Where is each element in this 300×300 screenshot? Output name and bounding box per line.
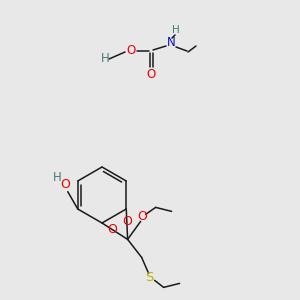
Text: H: H <box>100 52 109 64</box>
Text: O: O <box>138 210 148 223</box>
Text: O: O <box>107 223 117 236</box>
Text: O: O <box>146 68 156 82</box>
Text: O: O <box>122 215 132 228</box>
Text: S: S <box>146 271 154 284</box>
Text: H: H <box>172 25 180 35</box>
Text: O: O <box>60 178 70 191</box>
Text: O: O <box>126 44 136 58</box>
Text: H: H <box>52 171 61 184</box>
Text: N: N <box>167 37 176 50</box>
